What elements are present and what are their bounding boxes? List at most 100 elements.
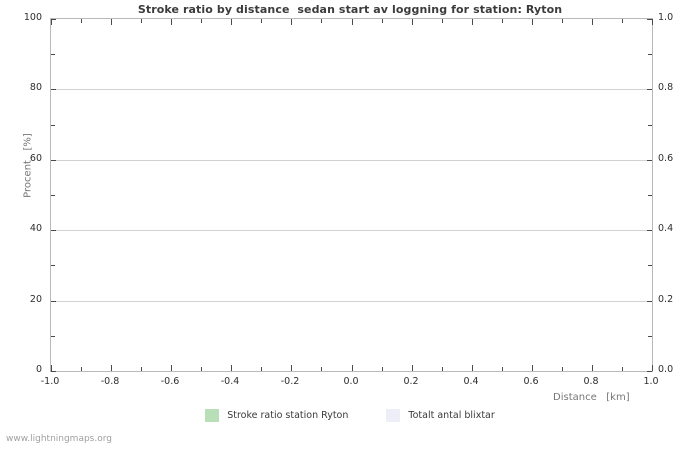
chart-legend: Stroke ratio station Ryton Totalt antal … (0, 409, 700, 422)
plot-area (50, 18, 653, 372)
x-axis-tick-major (532, 365, 533, 371)
y2-axis-tick-major (647, 89, 652, 90)
y-axis-left-title: Procent [%] (22, 133, 34, 198)
x-axis-tick-major-top (472, 19, 473, 25)
x-axis-tick-major (352, 365, 353, 371)
y2-axis-tick-label: 0.4 (658, 223, 674, 234)
x-axis-tick-major-top (532, 19, 533, 25)
x-axis-tick-major-top (231, 19, 232, 25)
y-axis-tick-major (51, 230, 56, 231)
x-axis-tick-minor (622, 367, 623, 371)
x-axis-tick-label: 0.8 (583, 376, 599, 387)
gridline (51, 301, 652, 302)
y-axis-tick-major (51, 89, 56, 90)
y-axis-tick-minor (51, 265, 55, 266)
x-axis-tick-major (412, 365, 413, 371)
y2-axis-tick-major (647, 230, 652, 231)
y-axis-tick-label: 80 (29, 82, 42, 93)
x-axis-tick-minor-top (562, 19, 563, 23)
x-axis-tick-major-top (111, 19, 112, 25)
x-axis-title: Distance [km] (553, 392, 630, 403)
y-axis-tick-major (51, 371, 56, 372)
y2-axis-tick-major (647, 371, 652, 372)
chart-title: Stroke ratio by distance sedan start av … (137, 3, 563, 16)
y2-axis-tick-major (647, 160, 652, 161)
gridline (51, 230, 652, 231)
y2-axis-tick-label: 0.0 (658, 364, 674, 375)
x-axis-tick-major (291, 365, 292, 371)
x-axis-tick-major (171, 365, 172, 371)
legend-label: Stroke ratio station Ryton (227, 410, 349, 421)
x-axis-tick-minor-top (81, 19, 82, 23)
y-axis-tick-major (51, 301, 56, 302)
y-axis-tick-label: 0 (35, 364, 42, 375)
x-axis-tick-label: 1.0 (643, 376, 659, 387)
legend-item-totalt-antal-blixtar[interactable]: Totalt antal blixtar (386, 409, 495, 422)
x-axis-tick-minor-top (382, 19, 383, 23)
x-axis-tick-minor-top (141, 19, 142, 23)
x-axis-tick-label: 0.0 (343, 376, 359, 387)
legend-swatch-icon (386, 409, 401, 422)
x-axis-tick-major-top (291, 19, 292, 25)
y2-axis-tick-minor (648, 125, 652, 126)
y-axis-tick-minor (51, 54, 55, 55)
legend-label: Totalt antal blixtar (408, 410, 495, 421)
y2-axis-tick-label: 1.0 (658, 12, 674, 23)
x-axis-tick-label: -0.4 (220, 376, 240, 387)
x-axis-tick-minor (321, 367, 322, 371)
x-axis-tick-major-top (592, 19, 593, 25)
x-axis-tick-major (652, 365, 653, 371)
x-axis-tick-major-top (51, 19, 52, 25)
legend-swatch-icon (205, 409, 220, 422)
x-axis-tick-major-top (412, 19, 413, 25)
x-axis-tick-minor (382, 367, 383, 371)
x-axis-tick-label: -0.6 (160, 376, 180, 387)
y2-axis-tick-minor (648, 336, 652, 337)
y2-axis-tick-label: 0.6 (658, 153, 674, 164)
x-axis-tick-minor (442, 367, 443, 371)
x-axis-tick-label: 0.6 (523, 376, 539, 387)
y-axis-tick-major (51, 160, 56, 161)
x-axis-tick-minor-top (502, 19, 503, 23)
x-axis-tick-minor (261, 367, 262, 371)
y2-axis-tick-minor (648, 195, 652, 196)
x-axis-tick-major (111, 365, 112, 371)
y-axis-tick-minor (51, 336, 55, 337)
x-axis-tick-major (472, 365, 473, 371)
x-axis-tick-label: -0.8 (100, 376, 120, 387)
y2-axis-tick-minor (648, 54, 652, 55)
y-axis-tick-label: 60 (29, 153, 42, 164)
y2-axis-tick-major (647, 19, 652, 20)
y2-axis-tick-major (647, 301, 652, 302)
legend-item-stroke-ratio[interactable]: Stroke ratio station Ryton (205, 409, 348, 422)
gridline (51, 89, 652, 90)
x-axis-tick-major (51, 365, 52, 371)
y-axis-tick-label: 40 (29, 223, 42, 234)
y2-axis-tick-label: 0.2 (658, 294, 674, 305)
x-axis-tick-major (592, 365, 593, 371)
watermark: www.lightningmaps.org (6, 434, 112, 444)
x-axis-tick-minor (562, 367, 563, 371)
x-axis-tick-minor (201, 367, 202, 371)
x-axis-tick-minor (81, 367, 82, 371)
y2-axis-tick-label: 0.8 (658, 82, 674, 93)
x-axis-tick-minor (502, 367, 503, 371)
x-axis-tick-minor-top (201, 19, 202, 23)
x-axis-tick-label: -1.0 (40, 376, 60, 387)
gridline (51, 160, 652, 161)
x-axis-tick-major-top (652, 19, 653, 25)
y-axis-tick-label: 100 (23, 12, 42, 23)
x-axis-tick-major-top (352, 19, 353, 25)
x-axis-tick-label: 0.4 (463, 376, 479, 387)
x-axis-tick-label: -0.2 (280, 376, 300, 387)
y-axis-tick-minor (51, 125, 55, 126)
x-axis-tick-minor-top (261, 19, 262, 23)
x-axis-tick-major-top (171, 19, 172, 25)
y-axis-tick-label: 20 (29, 294, 42, 305)
y-axis-tick-minor (51, 195, 55, 196)
x-axis-tick-minor-top (321, 19, 322, 23)
y2-axis-tick-minor (648, 265, 652, 266)
x-axis-tick-minor-top (622, 19, 623, 23)
x-axis-tick-minor-top (442, 19, 443, 23)
y-axis-tick-major (51, 19, 56, 20)
